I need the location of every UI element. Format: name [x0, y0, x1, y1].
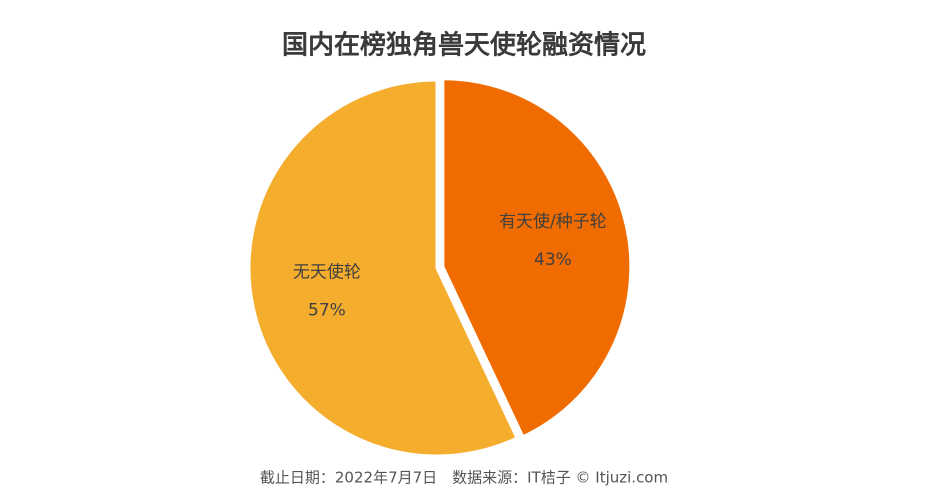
slice-label: 无天使轮 [293, 262, 361, 283]
pie-slice [247, 78, 520, 458]
source-note: 截止日期：2022年7月7日 数据来源：IT桔子 © Itjuzi.com [260, 469, 668, 487]
value-label: 43% [534, 250, 572, 270]
chart-title: 国内在榜独角兽天使轮融资情况 [282, 30, 646, 61]
value-label: 57% [308, 301, 346, 321]
pie-slice [441, 77, 633, 439]
slice-label: 有天使/种子轮 [499, 211, 607, 232]
